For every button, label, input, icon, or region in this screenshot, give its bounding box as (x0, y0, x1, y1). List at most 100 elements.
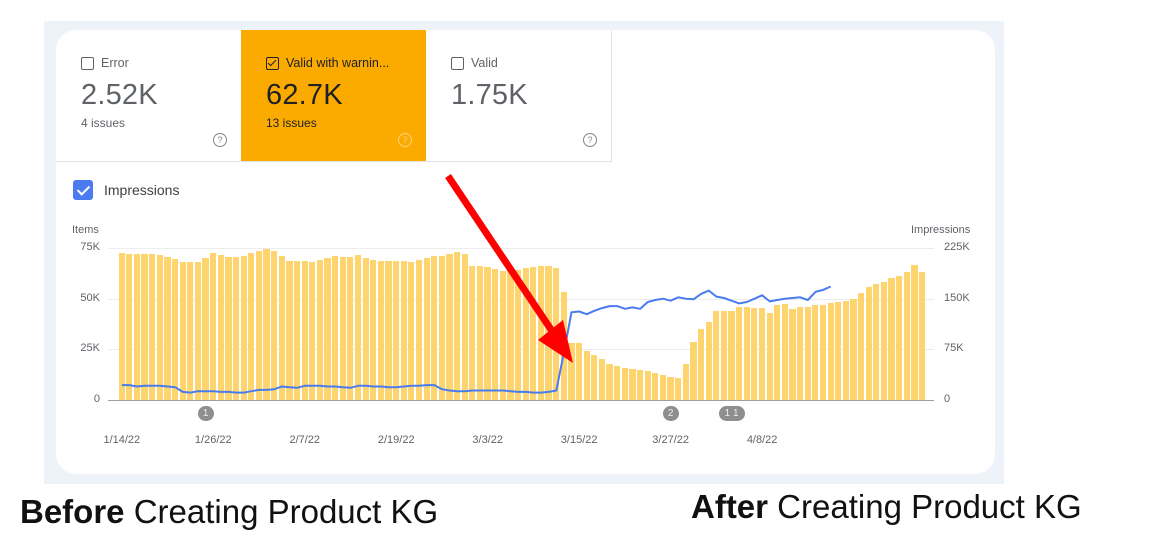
items-bar (888, 278, 895, 400)
items-bar (469, 266, 476, 400)
items-bar (873, 284, 880, 400)
items-bar (621, 367, 628, 400)
left-axis-title: Items (72, 224, 99, 236)
right-axis-tick: 150K (944, 291, 970, 304)
items-bar (568, 343, 575, 400)
items-bar (408, 262, 415, 400)
items-bar (400, 261, 407, 400)
items-bar (118, 253, 125, 400)
left-axis-tick: 0 (93, 393, 100, 405)
items-bar (347, 257, 354, 400)
tile-value: 62.7K (266, 79, 343, 111)
items-bar (652, 372, 659, 400)
items-bar (713, 310, 720, 400)
help-icon[interactable]: ? (398, 133, 412, 147)
items-bar (682, 363, 689, 400)
tile-value: 2.52K (81, 79, 158, 111)
items-bar (370, 260, 377, 400)
tile-label: Valid (471, 56, 498, 70)
items-bar (217, 255, 224, 400)
items-bar (271, 251, 278, 400)
items-bar (804, 306, 811, 400)
items-bar (736, 306, 743, 400)
items-bar (293, 261, 301, 400)
impressions-toggle[interactable]: Impressions (73, 180, 179, 200)
items-bar (827, 302, 834, 400)
annotation-marker[interactable]: 1 1 (718, 406, 745, 421)
items-bar (675, 377, 682, 400)
impressions-label: Impressions (104, 182, 180, 198)
valid-checkbox[interactable] (451, 56, 464, 70)
x-axis-tick: 2/7/22 (289, 434, 321, 446)
tile-valid[interactable]: Valid 1.75K ? (426, 30, 611, 161)
items-bar (171, 259, 179, 400)
x-axis-tick: 3/15/22 (560, 434, 598, 446)
items-bar (720, 310, 727, 400)
items-bar (774, 304, 781, 400)
items-bar (332, 256, 339, 400)
items-bar (537, 266, 545, 400)
items-bar (705, 321, 712, 400)
items-bar (248, 253, 255, 400)
items-bar (644, 370, 651, 400)
x-axis-tick: 1/14/22 (103, 434, 141, 446)
items-bar (438, 256, 445, 400)
items-bar (522, 268, 529, 400)
items-bar (286, 261, 293, 400)
status-tiles: Error 2.52K 4 issues ? Valid with warnin… (56, 30, 612, 162)
items-bar (667, 376, 674, 400)
items-bar (583, 351, 590, 400)
error-checkbox[interactable] (81, 56, 94, 70)
items-bar (781, 303, 788, 400)
x-axis-tick: 4/8/22 (746, 434, 778, 446)
right-axis-title: Impressions (911, 224, 971, 236)
items-bar (896, 276, 903, 400)
impressions-checkbox[interactable] (73, 180, 93, 200)
help-icon[interactable]: ? (583, 133, 597, 147)
items-bar (164, 257, 171, 400)
caption-after: After Creating Product KG (691, 488, 1082, 525)
left-axis-tick: 50K (80, 291, 100, 304)
items-bar (690, 342, 697, 400)
tile-label: Error (101, 56, 129, 70)
caption-before: Before Creating Product KG (20, 493, 439, 530)
tile-error[interactable]: Error 2.52K 4 issues ? (56, 30, 241, 161)
items-bar (377, 261, 384, 400)
items-bar (156, 255, 163, 400)
items-bar (492, 269, 499, 400)
items-bar (453, 252, 461, 400)
items-bar (240, 256, 247, 400)
left-axis-tick: 75K (80, 241, 100, 253)
items-bar (324, 258, 331, 400)
items-bar (301, 261, 308, 400)
arrow-shaft (445, 174, 559, 339)
items-bar (918, 272, 926, 400)
items-bar (446, 254, 453, 400)
items-bar (202, 258, 209, 400)
tile-valid-with-warnings[interactable]: Valid with warnin... 62.7K 13 issues ? (241, 30, 426, 161)
items-bar (316, 260, 323, 400)
tile-issue-count: 4 issues (81, 116, 126, 130)
annotation-marker[interactable]: 2 (662, 406, 679, 421)
x-axis-tick: 2/19/22 (377, 434, 415, 446)
right-axis-tick: 0 (944, 393, 951, 405)
items-bar (263, 249, 270, 400)
help-icon[interactable]: ? (213, 133, 227, 147)
items-bar (149, 254, 156, 400)
items-bar (614, 365, 621, 400)
items-bar (865, 286, 872, 400)
items-bar (636, 369, 644, 400)
items-bar (179, 262, 186, 400)
items-bar (255, 251, 263, 400)
items-bar (728, 310, 735, 400)
items-bar (309, 262, 316, 400)
x-axis-baseline (108, 400, 934, 401)
items-bar (187, 262, 194, 400)
items-bar (461, 254, 468, 400)
annotation-marker[interactable]: 1 (197, 406, 214, 421)
items-bar (835, 301, 842, 400)
items-bar (530, 267, 537, 400)
valid-with-warnings-checkbox[interactable] (266, 56, 279, 70)
items-bar (362, 258, 369, 400)
